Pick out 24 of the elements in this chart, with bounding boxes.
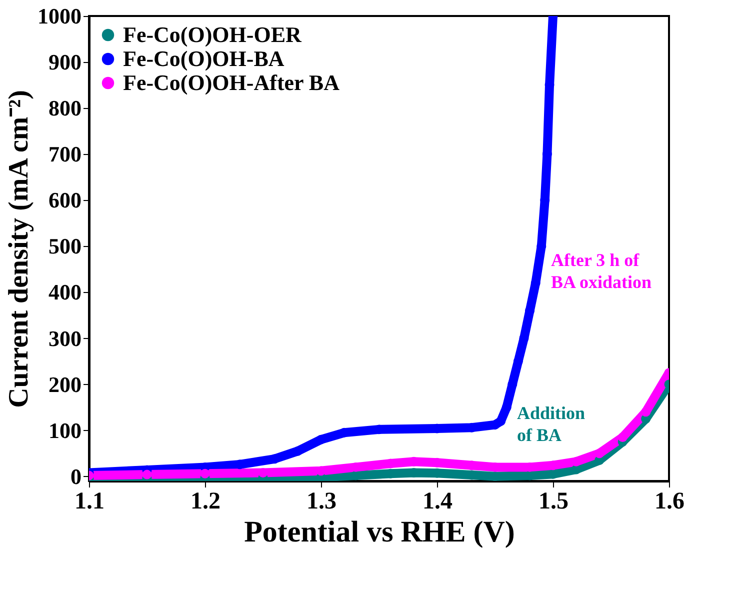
annotation: Addition of BA (517, 403, 586, 445)
y-tick-label: 200 (48, 372, 82, 397)
y-tick-label: 300 (48, 326, 82, 351)
y-tick-label: 900 (48, 50, 82, 75)
x-tick-label: 1.1 (74, 488, 104, 514)
legend-label: Fe-Co(O)OH-OER (123, 22, 303, 47)
x-tick-label: 1.5 (538, 488, 568, 514)
y-tick-label: 500 (48, 234, 82, 259)
x-tick-label: 1.6 (654, 488, 684, 514)
y-tick-label: 700 (48, 142, 82, 167)
legend-label: Fe-Co(O)OH-BA (123, 46, 284, 71)
legend-label: Fe-Co(O)OH-After BA (123, 70, 340, 95)
y-tick-label: 800 (48, 96, 82, 121)
x-tick-label: 1.4 (422, 488, 452, 514)
y-tick-label: 100 (48, 418, 82, 443)
y-tick-label: 400 (48, 280, 82, 305)
y-tick-label: 600 (48, 188, 82, 213)
x-tick-label: 1.2 (190, 488, 220, 514)
y-tick-label: 0 (70, 464, 82, 489)
y-tick-label: 1000 (38, 4, 82, 28)
x-tick-label: 1.3 (306, 488, 336, 514)
x-axis-title: Potential vs RHE (V) (244, 516, 515, 548)
annotation: After 3 h of BA oxidation (551, 250, 652, 292)
y-axis-title: Current density (mA cm⁻²) (4, 90, 34, 408)
